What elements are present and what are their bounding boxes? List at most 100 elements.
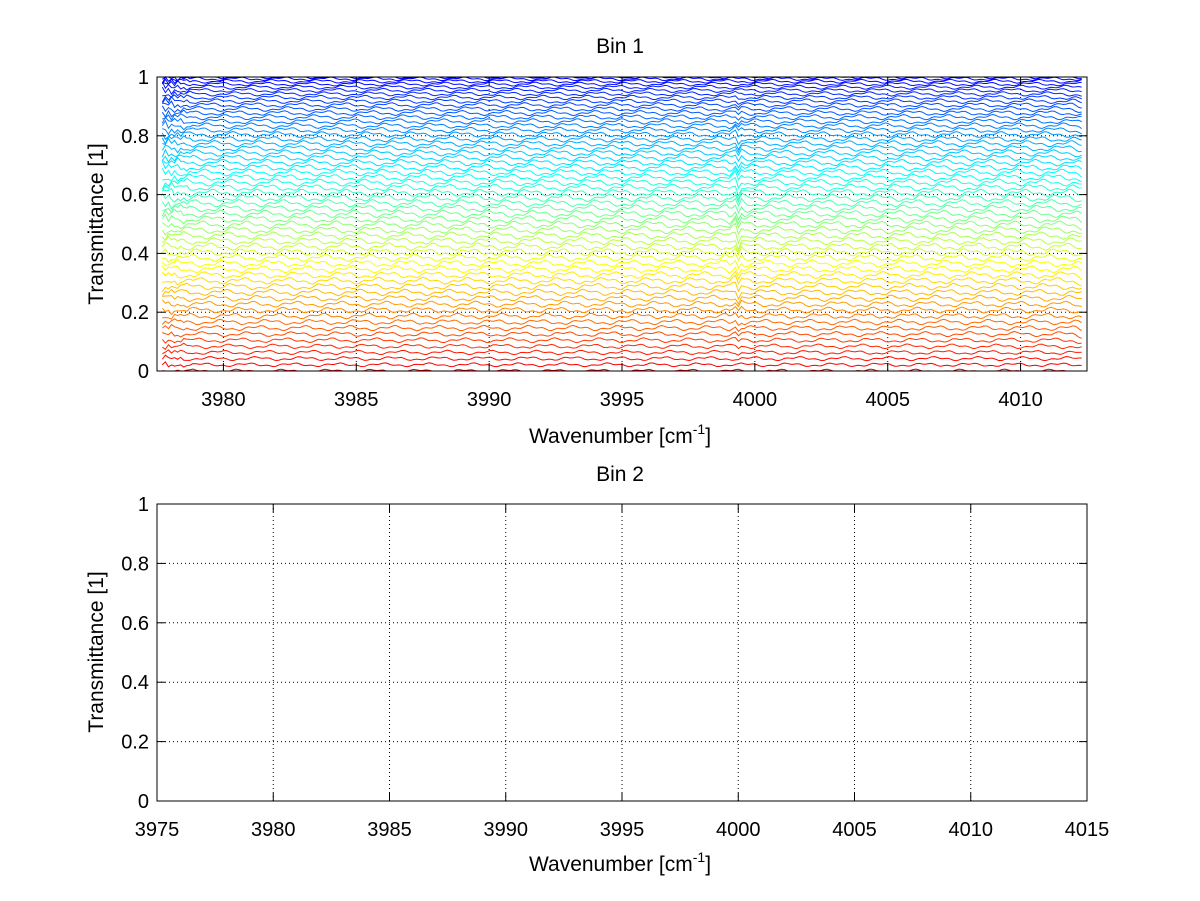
chart-1-series-line xyxy=(162,230,1082,245)
chart-1-series-line xyxy=(162,124,1082,136)
chart-2-x-tick-label: 4000 xyxy=(716,819,761,841)
chart-2-x-tick-label: 3995 xyxy=(600,819,645,841)
chart-2-x-tick-labels: 3975 3980 3985 3990 3995 4000 4005 4010 4015 xyxy=(135,819,1110,841)
chart-1-series-line xyxy=(162,169,1082,183)
chart-2-x-tick-label: 3990 xyxy=(484,819,529,841)
chart-2-title: Bin 2 xyxy=(596,463,644,486)
chart-1-series-line xyxy=(161,86,1082,96)
chart-1-series-line xyxy=(161,94,1082,103)
chart-2-x-axis-label: Wavenumber [cm-1] xyxy=(529,849,711,876)
chart-1-series-line xyxy=(161,116,1082,126)
chart-1-series-line xyxy=(161,153,1082,163)
chart-1-series-line xyxy=(162,349,1082,356)
chart-2-x-tick-label: 3975 xyxy=(135,819,180,841)
chart-1-series-group xyxy=(161,76,1083,372)
chart-1-y-tick-label: 0.8 xyxy=(121,126,149,148)
chart-1-series-line xyxy=(161,208,1082,222)
chart-1-series-line xyxy=(161,299,1082,309)
chart-1-series-line xyxy=(162,294,1082,306)
chart-1-series-line xyxy=(161,176,1082,190)
chart-2-y-tick-label: 0.8 xyxy=(121,553,149,575)
chart-1-x-tick-label: 4005 xyxy=(865,389,910,411)
chart-1-series-line xyxy=(162,342,1082,351)
chart-1-series-line xyxy=(161,222,1082,236)
chart-1-axis-box xyxy=(156,76,1088,372)
chart-1-x-axis-label: Wavenumber [cm-1] xyxy=(529,421,711,448)
chart-1-series-line xyxy=(161,167,1083,178)
chart-1-series-line xyxy=(161,265,1083,276)
chart-1-series-line xyxy=(161,270,1083,281)
chart-1-y-tick-labels: 0 0.2 0.4 0.6 0.8 1 xyxy=(121,67,149,383)
chart-1-series-line xyxy=(161,258,1082,270)
chart-2-x-tick-label: 3980 xyxy=(251,819,296,841)
chart-1-series-line xyxy=(161,245,1082,257)
chart-2-x-tick-label: 4015 xyxy=(1065,819,1110,841)
chart-2-y-tick-label: 0.2 xyxy=(121,732,149,754)
chart-2-axis-box xyxy=(156,503,1088,802)
chart-1-x-tick-label: 3980 xyxy=(201,389,246,411)
chart-1-series-line xyxy=(161,305,1082,316)
chart-2-xlabel-text: Wavenumber [cm xyxy=(529,853,693,876)
chart-1-series-line xyxy=(162,235,1082,252)
chart-2-xlabel-end: ] xyxy=(705,853,711,876)
chart-1-title: Bin 1 xyxy=(596,35,644,58)
chart-2-x-tick-label: 4010 xyxy=(949,819,994,841)
chart-2-x-tick-label: 4005 xyxy=(832,819,877,841)
chart-1-series-line xyxy=(161,192,1082,204)
chart-1-y-tick-label: 0.2 xyxy=(121,302,149,324)
chart-2-x-tick-label: 3985 xyxy=(367,819,412,841)
chart-1-xlabel-text: Wavenumber [cm xyxy=(529,425,693,448)
chart-1-series-line xyxy=(162,331,1082,339)
chart-1-x-tick-label: 3990 xyxy=(467,389,512,411)
chart-2-y-axis-label: Transmittance [1] xyxy=(85,571,108,732)
chart-2-y-tick-label: 0.4 xyxy=(121,672,149,694)
chart-1-series-line xyxy=(161,281,1082,293)
chart-1-axes xyxy=(156,76,1088,372)
chart-1-series-line xyxy=(162,137,1082,151)
chart-1-xlabel-end: ] xyxy=(705,425,711,448)
chart-1-series-line xyxy=(161,181,1082,198)
chart-1-x-tick-labels: 3980 3985 3990 3995 4000 4005 4010 xyxy=(201,389,1043,411)
chart-1-series-line xyxy=(161,109,1082,118)
chart-1-y-axis-label: Transmittance [1] xyxy=(85,143,108,304)
chart-1-x-tick-label: 3985 xyxy=(334,389,379,411)
chart-1-series-line xyxy=(161,119,1082,131)
chart-1-series-line xyxy=(161,197,1082,210)
chart-1-series-line xyxy=(162,312,1082,320)
chart-1-series-line xyxy=(161,354,1082,362)
chart-1-series-line xyxy=(161,105,1082,114)
chart-1-y-tick-label: 0 xyxy=(138,361,149,383)
chart-1-y-tick-label: 0.4 xyxy=(121,243,149,265)
chart-1-series-line xyxy=(162,90,1082,99)
chart-1-series-line xyxy=(162,274,1082,286)
chart-1-series-line xyxy=(161,213,1083,226)
chart-1-xlabel-sup: -1 xyxy=(693,421,706,437)
chart-1-x-tick-label: 4010 xyxy=(998,389,1043,411)
chart-1-y-tick-label: 0.6 xyxy=(121,185,149,207)
chart-2-y-tick-labels: 0 0.2 0.4 0.6 0.8 1 xyxy=(121,494,149,813)
chart-1-x-tick-label: 3995 xyxy=(600,389,645,411)
chart-2-axes xyxy=(156,503,1088,802)
chart-1-series-line xyxy=(162,323,1082,333)
chart-1-series-line xyxy=(161,135,1082,146)
chart-2-y-tick-label: 0 xyxy=(138,791,149,813)
chart-1-series-line xyxy=(161,241,1082,254)
chart-1-series-line xyxy=(161,318,1082,327)
chart-1-series-line xyxy=(162,252,1082,263)
chart-2-xlabel-sup: -1 xyxy=(693,849,706,865)
chart-1-series-line xyxy=(161,144,1082,154)
chart-bin-2: Bin 2 3975 3980 3985 3990 3995 4000 4005 4010 40… xyxy=(85,463,1109,876)
chart-1-series-line xyxy=(161,337,1082,345)
chart-1-series-line xyxy=(162,187,1082,202)
chart-1-series-line xyxy=(161,148,1082,158)
chart-bin-1: Bin 1 3980 3985 3990 3995 4000 4005 4010 00.20… xyxy=(85,35,1088,448)
chart-2-y-tick-label: 1 xyxy=(138,494,149,516)
chart-1-series-line xyxy=(162,113,1082,121)
chart-1-series-line xyxy=(161,129,1082,140)
chart-1-series-line xyxy=(161,156,1082,169)
chart-1-y-tick-label: 1 xyxy=(138,67,149,89)
chart-1-series-line xyxy=(161,288,1082,301)
chart-1-series-line xyxy=(161,161,1083,173)
chart-1-series-line xyxy=(162,217,1082,231)
